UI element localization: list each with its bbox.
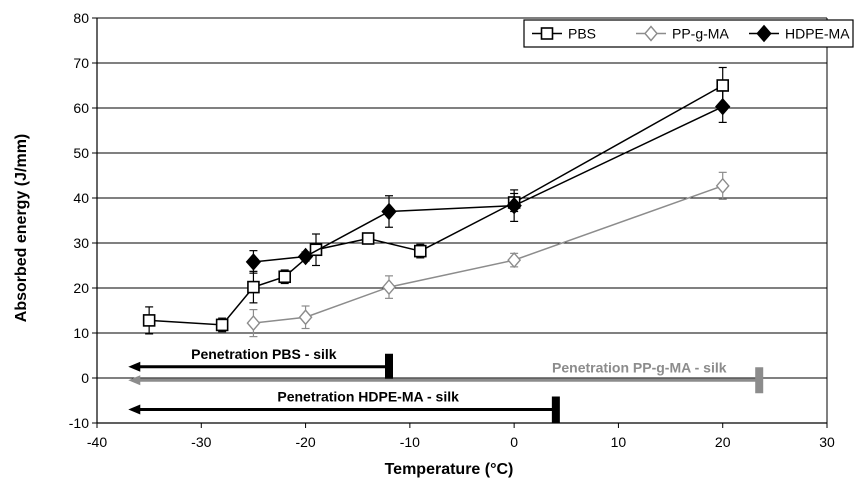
x-axis-label: Temperature (°C) [385, 461, 514, 478]
x-tick-label: 30 [819, 434, 835, 450]
data-point [382, 279, 396, 296]
series-hdpe-ma [245, 90, 731, 274]
y-axis-label: Absorbed energy (J/mm) [13, 134, 30, 322]
penetration-annotation: Penetration PBS - silk [128, 346, 393, 380]
penetration-bar [551, 396, 560, 423]
x-tick-label: -30 [191, 434, 211, 450]
axes: -10 0 10 20 30 40 50 60 70 80 -40 -30 -20 -10 0 10 20 30 [69, 10, 835, 450]
legend-label: HDPE-MA [785, 26, 850, 42]
y-tick-label: 30 [73, 235, 89, 251]
y-tick-label: 70 [73, 55, 89, 71]
grid-lines [97, 17, 827, 424]
legend-label: PP-g-MA [672, 26, 729, 42]
data-point [715, 97, 731, 116]
legend-label: PBS [568, 26, 596, 42]
data-point [715, 177, 730, 194]
penetration-label: Penetration HDPE-MA - silk [277, 389, 459, 405]
data-point [361, 232, 375, 245]
annotations: Penetration PBS - silk Penetration PP-g-M… [128, 346, 764, 423]
penetration-annotation: Penetration HDPE-MA - silk [128, 389, 560, 423]
y-tick-label: 0 [81, 370, 89, 386]
y-tick-label: 50 [73, 145, 89, 161]
series-layer [142, 66, 731, 338]
legend-marker [540, 27, 554, 40]
penetration-annotation: Penetration PP-g-MA - silk [128, 359, 764, 394]
legend-item: PP-g-MA [636, 25, 729, 42]
data-point [506, 196, 522, 215]
data-point [215, 318, 229, 332]
y-tick-label: 20 [73, 280, 89, 296]
legend-marker [644, 25, 658, 42]
data-point [247, 280, 260, 294]
legend-item: PBS [532, 26, 596, 42]
data-point [507, 252, 522, 269]
penetration-label: Penetration PP-g-MA - silk [552, 359, 727, 375]
data-point [298, 309, 313, 326]
legend-marker [756, 24, 772, 43]
x-tick-label: -10 [400, 434, 420, 450]
y-tick-label: 10 [73, 325, 89, 341]
x-tick-label: 20 [715, 434, 731, 450]
data-point [245, 253, 262, 271]
x-tick-label: 10 [611, 434, 627, 450]
series-pp-g-ma [246, 171, 730, 338]
data-point [297, 247, 314, 266]
data-point [716, 79, 730, 92]
data-point [381, 202, 397, 221]
penetration-arrowhead [128, 361, 141, 372]
x-tick-label: -40 [87, 434, 107, 450]
y-tick-label: -10 [69, 415, 89, 431]
penetration-arrowhead [128, 375, 141, 386]
y-tick-label: 60 [73, 100, 89, 116]
y-tick-label: 80 [73, 10, 89, 26]
data-point [278, 270, 292, 284]
y-tick-label: 40 [73, 190, 89, 206]
legend-box [523, 19, 854, 48]
penetration-bar [385, 353, 393, 380]
data-point [142, 314, 156, 327]
data-point [246, 315, 261, 332]
data-point [413, 244, 427, 258]
x-tick-label: -20 [295, 434, 315, 450]
legend: PBS PP-g-MA HDPE-MA [523, 19, 854, 48]
penetration-arrowhead [128, 404, 141, 415]
x-tick-label: 0 [510, 434, 518, 450]
penetration-label: Penetration PBS - silk [191, 346, 337, 362]
legend-item: HDPE-MA [749, 24, 850, 43]
series-pbs [142, 66, 730, 335]
data-point [309, 243, 323, 257]
penetration-bar [755, 367, 764, 394]
